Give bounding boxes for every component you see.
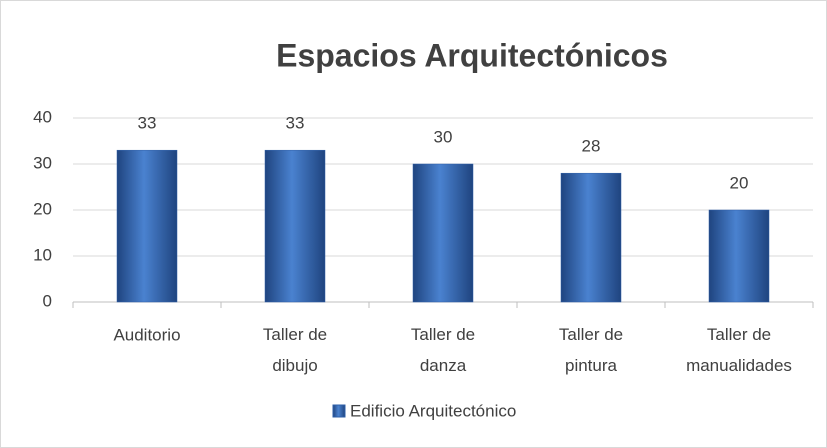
y-tick-label: 40 (33, 107, 52, 126)
y-tick-label: 30 (33, 153, 52, 172)
bar (264, 149, 326, 303)
data-label: 20 (730, 173, 749, 192)
bar (116, 149, 178, 303)
bar (560, 172, 622, 303)
y-tick-label: 0 (43, 291, 52, 310)
chart-title: Espacios Arquitectónicos (276, 37, 668, 73)
bar (708, 209, 770, 303)
y-tick-label: 10 (33, 245, 52, 264)
data-label: 33 (138, 114, 157, 133)
data-label: 28 (582, 137, 601, 156)
x-tick-label: Taller de pintura (559, 325, 623, 375)
x-tick-label: Taller de dibujo (263, 325, 327, 375)
legend-swatch (332, 404, 346, 418)
y-tick-label: 20 (33, 199, 52, 218)
x-tick-label: Taller de manualidades (686, 325, 792, 375)
data-label: 30 (434, 127, 453, 146)
legend-label: Edificio Arquitectónico (350, 401, 516, 420)
x-tick-label: Taller de danza (411, 325, 475, 375)
x-tick-label: Auditorio (113, 325, 180, 344)
bar (412, 163, 474, 303)
data-label: 33 (286, 114, 305, 133)
